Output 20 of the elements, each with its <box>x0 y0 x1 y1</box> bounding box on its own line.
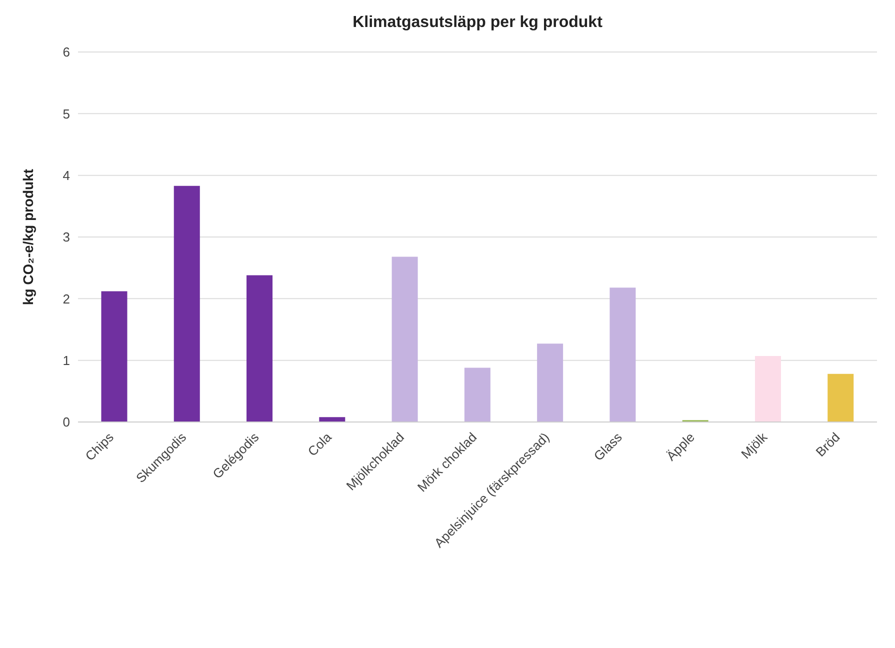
y-tick-label: 2 <box>62 291 70 306</box>
y-tick-label: 5 <box>62 106 70 122</box>
bar <box>754 356 781 422</box>
y-tick-label: 3 <box>62 230 70 245</box>
chart-title: Klimatgasutsläpp per kg produkt <box>352 14 604 32</box>
y-tick-label: 1 <box>62 352 70 368</box>
bar <box>464 368 490 422</box>
bar <box>392 256 418 422</box>
bar <box>610 288 636 422</box>
bar <box>319 417 346 422</box>
bar <box>246 275 273 422</box>
y-axis-title: kg CO₂-e/kg produkt <box>20 168 36 306</box>
bar <box>174 186 200 422</box>
x-tick-label: Cola <box>304 428 335 460</box>
y-tick-label: 4 <box>62 168 70 183</box>
y-tick-label: 6 <box>62 44 70 60</box>
y-tick-label: 0 <box>62 414 70 430</box>
bar <box>101 291 128 422</box>
bar <box>828 374 854 422</box>
bar <box>537 344 564 422</box>
